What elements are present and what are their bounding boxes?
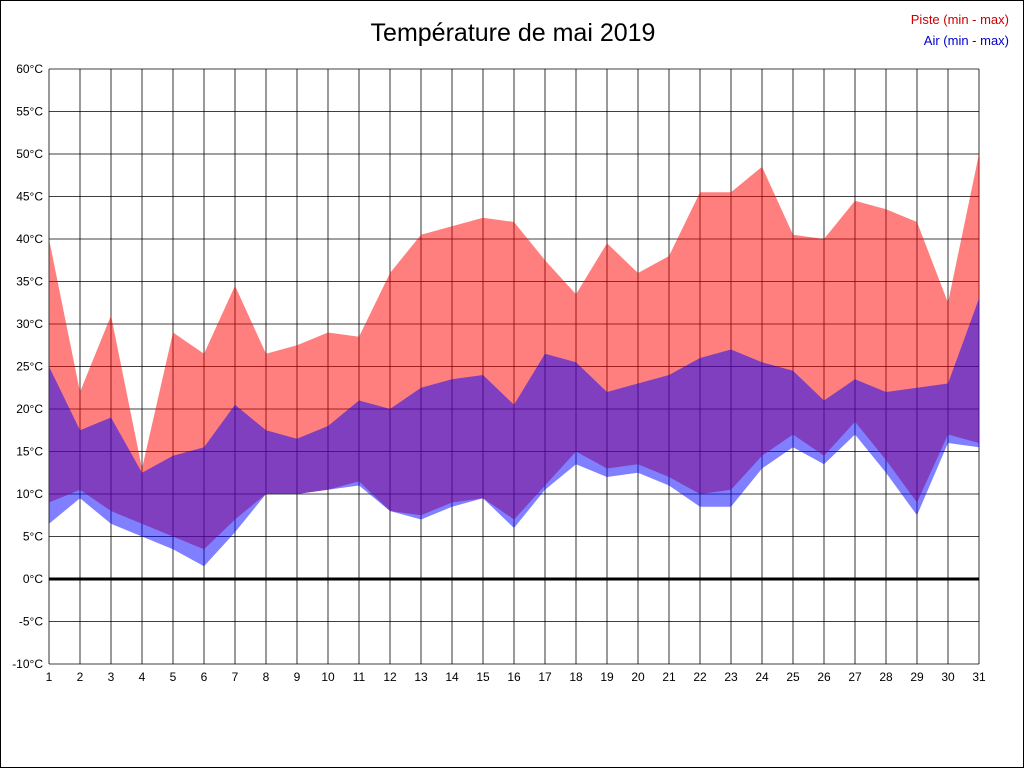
y-tick-label: 0°C xyxy=(23,572,43,586)
y-tick-label: 20°C xyxy=(16,402,43,416)
y-tick-label: -10°C xyxy=(12,657,43,671)
x-tick-label: 13 xyxy=(414,670,428,684)
x-tick-label: 11 xyxy=(353,670,366,684)
y-tick-label: 50°C xyxy=(16,147,43,161)
x-tick-label: 8 xyxy=(263,670,270,684)
y-tick-label: 40°C xyxy=(16,232,43,246)
y-tick-label: 35°C xyxy=(16,275,43,289)
legend-item-piste: Piste (min - max) xyxy=(910,12,1009,27)
x-tick-label: 6 xyxy=(201,670,208,684)
x-tick-label: 2 xyxy=(77,670,84,684)
y-tick-label: 15°C xyxy=(16,445,43,459)
x-tick-label: 4 xyxy=(139,670,146,684)
y-tick-label: 25°C xyxy=(16,360,43,374)
x-tick-label: 14 xyxy=(445,670,459,684)
x-tick-label: 25 xyxy=(786,670,800,684)
x-tick-label: 22 xyxy=(693,670,707,684)
x-tick-label: 5 xyxy=(170,670,177,684)
x-tick-label: 31 xyxy=(972,670,986,684)
legend-item-air: Air (min - max) xyxy=(923,33,1009,48)
x-tick-label: 3 xyxy=(108,670,115,684)
y-tick-label: -5°C xyxy=(19,615,43,629)
x-tick-label: 21 xyxy=(662,670,676,684)
x-tick-label: 26 xyxy=(817,670,831,684)
chart-title: Température de mai 2019 xyxy=(370,19,656,47)
x-tick-label: 27 xyxy=(848,670,862,684)
x-tick-label: 1 xyxy=(46,670,53,684)
x-tick-label: 19 xyxy=(600,670,614,684)
x-tick-label: 20 xyxy=(631,670,645,684)
x-tick-label: 29 xyxy=(910,670,924,684)
air-band xyxy=(49,298,979,567)
x-tick-label: 10 xyxy=(321,670,335,684)
x-tick-label: 23 xyxy=(724,670,738,684)
x-tick-label: 16 xyxy=(507,670,521,684)
y-tick-label: 55°C xyxy=(16,105,43,119)
x-tick-label: 9 xyxy=(294,670,301,684)
y-tick-label: 5°C xyxy=(23,530,43,544)
x-tick-label: 12 xyxy=(383,670,397,684)
y-tick-label: 60°C xyxy=(16,62,43,76)
x-tick-label: 15 xyxy=(476,670,490,684)
x-tick-label: 7 xyxy=(232,670,239,684)
x-tick-label: 28 xyxy=(879,670,893,684)
y-tick-label: 45°C xyxy=(16,190,43,204)
x-tick-label: 30 xyxy=(941,670,955,684)
x-tick-label: 24 xyxy=(755,670,769,684)
y-tick-label: 10°C xyxy=(16,487,43,501)
x-tick-label: 17 xyxy=(538,670,552,684)
legend: Piste (min - max) Air (min - max) xyxy=(911,9,1009,51)
y-tick-label: 30°C xyxy=(16,317,43,331)
x-tick-label: 18 xyxy=(569,670,583,684)
